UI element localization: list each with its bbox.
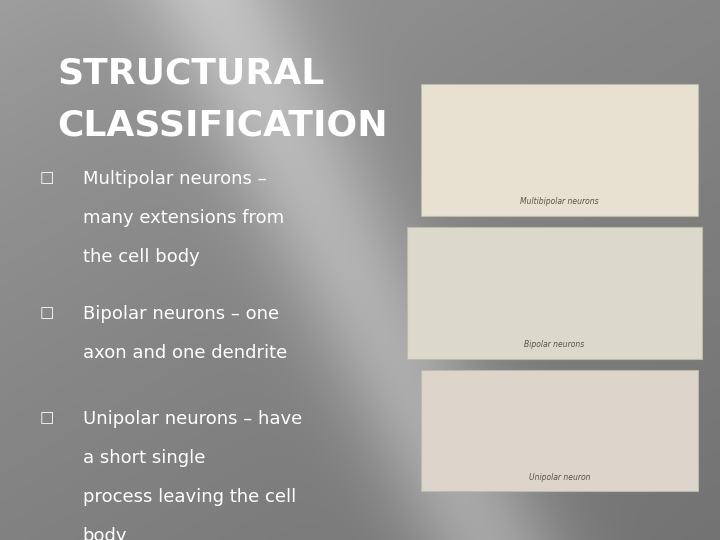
Text: Multipolar neurons –: Multipolar neurons –: [83, 170, 266, 188]
Bar: [421, 370, 698, 491]
Text: a short single: a short single: [83, 449, 205, 467]
Text: body: body: [83, 527, 127, 540]
Text: STRUCTURAL: STRUCTURAL: [58, 57, 325, 91]
Text: CLASSIFICATION: CLASSIFICATION: [58, 108, 388, 142]
Text: Bipolar neurons: Bipolar neurons: [524, 340, 585, 349]
Text: □: □: [40, 410, 54, 426]
Bar: [407, 227, 702, 359]
Text: □: □: [40, 170, 54, 185]
Text: Bipolar neurons – one: Bipolar neurons – one: [83, 305, 279, 323]
Text: many extensions from: many extensions from: [83, 209, 284, 227]
Text: Multibipolar neurons: Multibipolar neurons: [521, 197, 599, 206]
Text: Unipolar neurons – have: Unipolar neurons – have: [83, 410, 302, 428]
Text: □: □: [40, 305, 54, 320]
Text: axon and one dendrite: axon and one dendrite: [83, 344, 287, 362]
Bar: [421, 84, 698, 216]
Text: process leaving the cell: process leaving the cell: [83, 488, 296, 506]
Text: the cell body: the cell body: [83, 248, 199, 266]
Text: Unipolar neuron: Unipolar neuron: [529, 472, 590, 482]
